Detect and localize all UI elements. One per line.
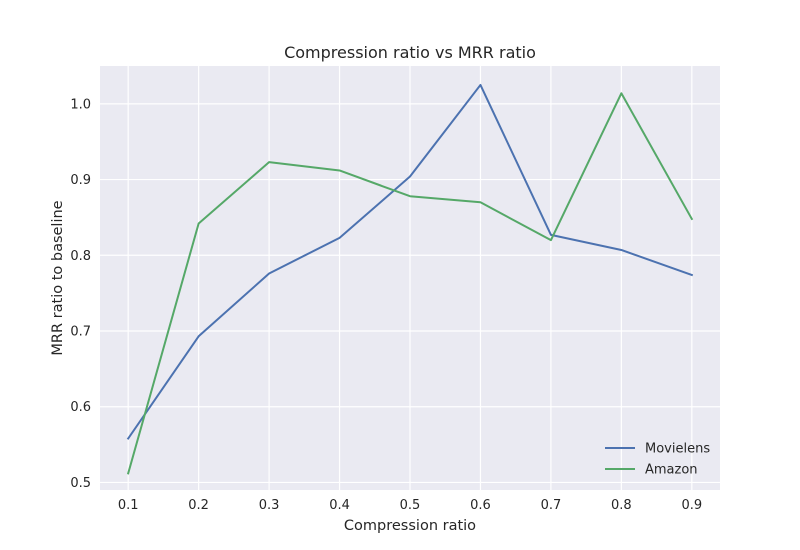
legend-label-movielens: Movielens <box>645 442 710 457</box>
y-tick-label: 0.8 <box>70 249 91 264</box>
y-tick-label: 0.5 <box>70 476 91 491</box>
y-tick-label: 0.7 <box>70 325 91 340</box>
x-tick-label: 0.8 <box>611 498 632 513</box>
x-tick-label: 0.1 <box>118 498 139 513</box>
x-axis-ticks: 0.1 0.2 0.3 0.4 0.5 0.6 0.7 0.8 0.9 <box>118 498 702 513</box>
x-axis-label: Compression ratio <box>344 518 476 534</box>
x-tick-label: 0.4 <box>329 498 350 513</box>
y-tick-label: 0.9 <box>70 173 91 188</box>
x-tick-label: 0.2 <box>188 498 209 513</box>
x-tick-label: 0.6 <box>470 498 491 513</box>
legend: Movielens Amazon <box>605 442 710 478</box>
y-axis-label: MRR ratio to baseline <box>50 200 66 355</box>
x-tick-label: 0.5 <box>400 498 421 513</box>
series-line-movielens <box>126 83 694 440</box>
chart-title: Compression ratio vs MRR ratio <box>284 43 536 62</box>
y-tick-label: 0.6 <box>70 400 91 415</box>
x-tick-label: 0.7 <box>541 498 562 513</box>
x-tick-label: 0.3 <box>259 498 280 513</box>
y-axis-ticks: 0.5 0.6 0.7 0.8 0.9 1.0 <box>70 97 91 491</box>
x-tick-label: 0.9 <box>681 498 702 513</box>
series-lines <box>126 83 694 475</box>
legend-label-amazon: Amazon <box>645 463 698 478</box>
y-tick-label: 1.0 <box>70 97 91 112</box>
series-line-amazon <box>126 92 694 475</box>
grid-lines <box>100 66 720 490</box>
